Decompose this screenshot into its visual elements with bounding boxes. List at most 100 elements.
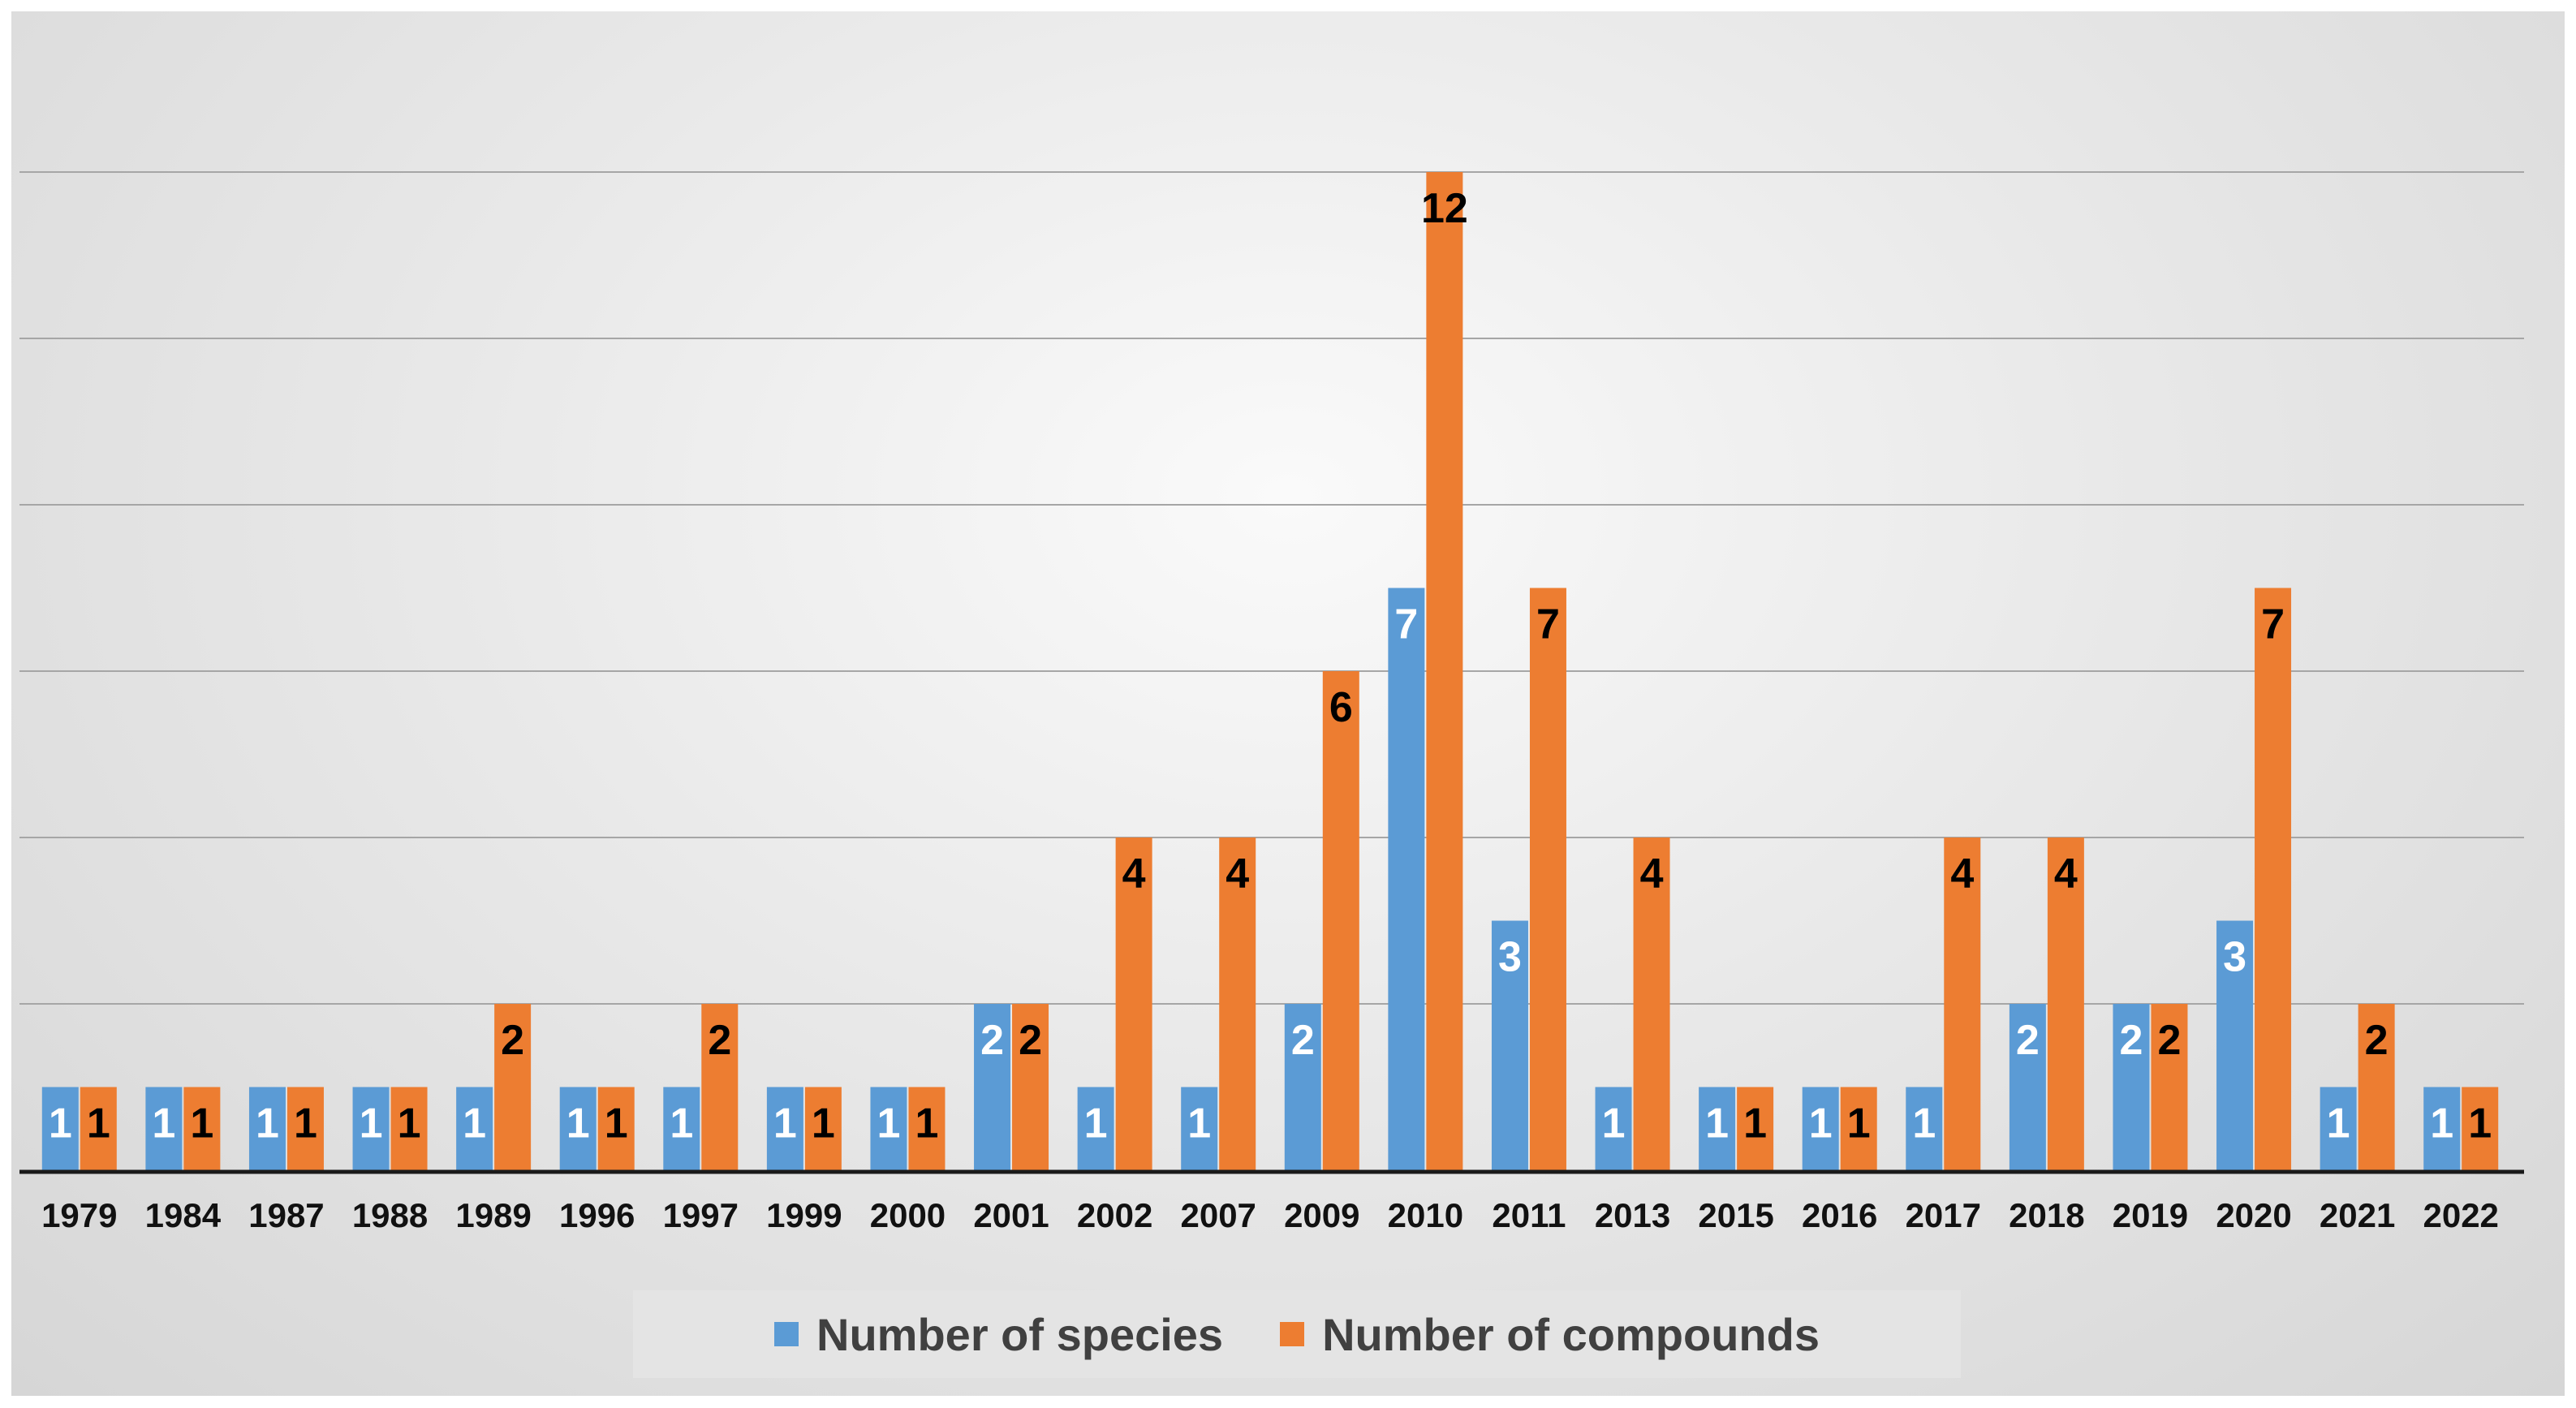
data-label-compounds: 1 (605, 1100, 628, 1147)
bar-species (870, 1087, 907, 1170)
bar-species (1388, 588, 1425, 1170)
data-label-compounds: 4 (1122, 850, 1146, 898)
data-label-species: 1 (1602, 1100, 1626, 1147)
legend-swatch-compounds (1280, 1322, 1305, 1346)
x-tick-label: 2009 (1284, 1196, 1359, 1234)
bar-species (145, 1087, 183, 1170)
x-tick-label: 2020 (2216, 1196, 2291, 1234)
data-label-compounds: 2 (501, 1017, 524, 1064)
bar-compounds (1426, 172, 1463, 1170)
x-tick-label: 2002 (1077, 1196, 1152, 1234)
bar-compounds (1115, 837, 1152, 1170)
data-label-compounds: 2 (1019, 1017, 1042, 1064)
data-label-species: 2 (2016, 1017, 2040, 1064)
x-tick-label: 2013 (1595, 1196, 1670, 1234)
x-axis-tick-labels: 1979 1984 1987 1988 1989 1996 1997 1999 2000 2001… (41, 1196, 2499, 1234)
x-tick-label: 1988 (352, 1196, 428, 1234)
bar-species (1699, 1087, 1736, 1170)
bar-species (2009, 1004, 2046, 1170)
bar-species (766, 1087, 803, 1170)
x-tick-label: 1987 (248, 1196, 324, 1234)
bar-species (559, 1087, 597, 1170)
data-label-species: 1 (360, 1100, 383, 1147)
x-tick-label: 2019 (2113, 1196, 2188, 1234)
bar-compounds (494, 1004, 532, 1170)
data-label-compounds: 6 (1329, 684, 1353, 731)
data-label-species: 1 (1809, 1100, 1833, 1147)
data-label-compounds: 4 (2054, 850, 2078, 898)
data-label-compounds: 1 (294, 1100, 317, 1147)
data-label-species: 1 (2430, 1100, 2453, 1147)
bar-species (663, 1087, 700, 1170)
x-tick-label: 1979 (41, 1196, 117, 1234)
bar-species (2113, 1004, 2150, 1170)
x-tick-label: 2021 (2320, 1196, 2395, 1234)
data-label-compounds: 1 (398, 1100, 421, 1147)
bar-compounds (1944, 837, 1981, 1170)
bar-species (974, 1004, 1011, 1170)
legend-label-compounds: Number of compounds (1322, 1308, 1820, 1360)
x-tick-label: 2016 (1802, 1196, 1877, 1234)
bar-species (2216, 920, 2254, 1170)
data-label-species: 1 (1912, 1100, 1936, 1147)
bar-compounds (1219, 837, 1256, 1170)
data-label-compounds: 4 (1950, 850, 1974, 898)
x-tick-label: 2007 (1180, 1196, 1256, 1234)
data-label-species: 1 (463, 1100, 486, 1147)
bar-species (2423, 1087, 2461, 1170)
bar-compounds (804, 1087, 842, 1170)
data-label-species: 1 (256, 1100, 279, 1147)
x-tick-label: 2000 (870, 1196, 946, 1234)
data-label-species: 1 (1084, 1100, 1108, 1147)
x-tick-label: 2017 (1906, 1196, 1981, 1234)
data-label-species: 1 (2327, 1100, 2350, 1147)
bar-compounds (1737, 1087, 1774, 1170)
x-tick-label: 2022 (2423, 1196, 2498, 1234)
bar-compounds (2358, 1004, 2395, 1170)
legend-item-compounds: Number of compounds (1280, 1308, 1820, 1361)
x-tick-label: 1997 (663, 1196, 739, 1234)
data-label-species: 1 (773, 1100, 797, 1147)
bar-compounds (908, 1087, 946, 1170)
data-label-compounds: 4 (1640, 850, 1664, 898)
data-label-compounds: 2 (2365, 1017, 2389, 1064)
x-tick-label: 1984 (145, 1196, 222, 1234)
x-tick-label: 1989 (455, 1196, 531, 1234)
bar-compounds (2151, 1004, 2188, 1170)
bar-species (1491, 920, 1528, 1170)
bar-compounds (1529, 588, 1566, 1170)
x-tick-label: 1999 (766, 1196, 842, 1234)
bar-compounds (701, 1004, 739, 1170)
x-tick-label: 2018 (2009, 1196, 2084, 1234)
data-label-compounds: 1 (2468, 1100, 2492, 1147)
legend-label-species: Number of species (816, 1308, 1224, 1360)
bar-species (1595, 1087, 1632, 1170)
bar-compounds (1322, 671, 1359, 1170)
data-label-compounds: 1 (915, 1100, 938, 1147)
bar-species (1181, 1087, 1218, 1170)
bar-compounds (1633, 837, 1670, 1170)
bar-compounds (2462, 1087, 2499, 1170)
bar-species (2320, 1087, 2357, 1170)
x-tick-label: 2010 (1388, 1196, 1463, 1234)
data-label-compounds: 2 (2157, 1017, 2181, 1064)
data-label-species: 1 (1705, 1100, 1729, 1147)
legend: Number of species Number of compounds (633, 1290, 1961, 1378)
data-label-species: 2 (980, 1017, 1004, 1064)
bars (41, 172, 2499, 1170)
data-label-compounds: 12 (1421, 185, 1468, 232)
x-tick-label: 2011 (1492, 1196, 1566, 1234)
data-label-compounds: 1 (1847, 1100, 1871, 1147)
bar-compounds (80, 1087, 117, 1170)
legend-swatch-species (774, 1322, 799, 1346)
data-label-compounds: 2 (708, 1017, 731, 1064)
bar-species (456, 1087, 493, 1170)
bar-compounds (597, 1087, 635, 1170)
data-label-species: 1 (49, 1100, 72, 1147)
bar-compounds (183, 1087, 221, 1170)
bar-compounds (2047, 837, 2084, 1170)
x-tick-label: 2001 (973, 1196, 1049, 1234)
data-label-compounds: 1 (812, 1100, 835, 1147)
bar-compounds (286, 1087, 324, 1170)
data-label-compounds: 4 (1226, 850, 1249, 898)
